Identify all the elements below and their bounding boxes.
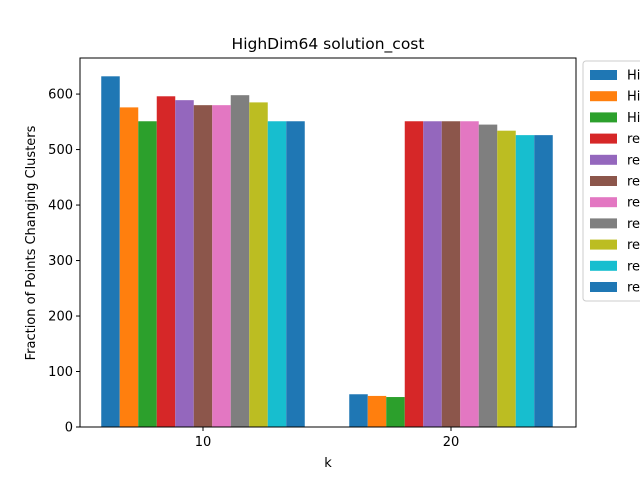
x-axis-label: k [324, 456, 332, 471]
bars-group [101, 76, 553, 428]
y-axis-ticks: 0 100 200 300 400 500 600 [48, 88, 80, 436]
legend-swatch-10 [590, 282, 617, 292]
legend-swatch-8 [590, 239, 617, 250]
bar-series-3-cat-0 [156, 96, 176, 427]
legend-label-5: re [627, 175, 640, 190]
legend-label-9: re [627, 259, 640, 274]
plot-frame [79, 57, 577, 428]
legend-swatch-9 [590, 260, 617, 271]
legend-label-1: Hi [627, 90, 640, 105]
legend-swatch-7 [590, 218, 617, 229]
legend-label-10: re [627, 281, 640, 296]
bar-series-1-cat-0 [119, 107, 139, 428]
bar-series-0-cat-1 [349, 394, 368, 427]
bar-series-1-cat-1 [367, 395, 387, 427]
x-axis-ticks: 10 20 [195, 427, 460, 450]
legend-label-8: re [627, 238, 640, 253]
bar-series-5-cat-0 [193, 105, 213, 428]
bar-series-7-cat-1 [478, 124, 498, 428]
bar-series-9-cat-1 [515, 135, 535, 427]
bar-series-8-cat-0 [249, 102, 268, 427]
bar-series-4-cat-0 [175, 100, 194, 428]
y-tick-label: 200 [48, 310, 73, 325]
legend-swatch-4 [590, 154, 617, 165]
legend-swatch-3 [590, 133, 617, 144]
legend: Hi Hi Hi re re re re re re re re [582, 60, 640, 302]
y-tick-label: 400 [48, 199, 73, 214]
legend-swatch-6 [590, 197, 617, 208]
legend-swatch-5 [590, 176, 617, 186]
bar-series-7-cat-0 [230, 95, 250, 428]
bar-series-2-cat-0 [138, 121, 157, 427]
legend-label-7: re [627, 217, 640, 232]
bar-series-6-cat-0 [212, 105, 231, 428]
y-axis-label: Fraction of Points Changing Clusters [24, 125, 39, 360]
bar-series-4-cat-1 [423, 121, 442, 427]
bar-series-10-cat-1 [534, 135, 553, 427]
chart-title: HighDim64 solution_cost [232, 35, 425, 54]
legend-label-3: re [627, 132, 640, 147]
legend-label-6: re [627, 196, 640, 211]
bar-series-9-cat-0 [267, 121, 287, 427]
legend-label-2: Hi [627, 111, 640, 126]
legend-label-0: Hi [627, 69, 640, 84]
legend-swatch-2 [590, 112, 617, 123]
bar-series-6-cat-1 [460, 121, 479, 427]
legend-label-4: re [627, 153, 640, 168]
y-tick-label: 0 [65, 421, 73, 436]
bar-series-0-cat-0 [101, 76, 120, 427]
y-tick-label: 500 [48, 143, 73, 158]
bar-series-10-cat-0 [286, 121, 305, 427]
legend-swatch-0 [590, 70, 617, 80]
x-tick-label: 20 [443, 435, 460, 450]
x-tick-label: 10 [195, 435, 212, 450]
bar-series-8-cat-1 [497, 130, 516, 427]
bar-series-3-cat-1 [404, 121, 424, 427]
legend-swatch-1 [590, 91, 617, 102]
y-tick-label: 100 [48, 365, 73, 380]
y-tick-label: 300 [48, 254, 73, 269]
bar-series-2-cat-1 [386, 397, 405, 427]
bar-series-5-cat-1 [441, 121, 461, 427]
y-tick-label: 600 [48, 88, 73, 103]
